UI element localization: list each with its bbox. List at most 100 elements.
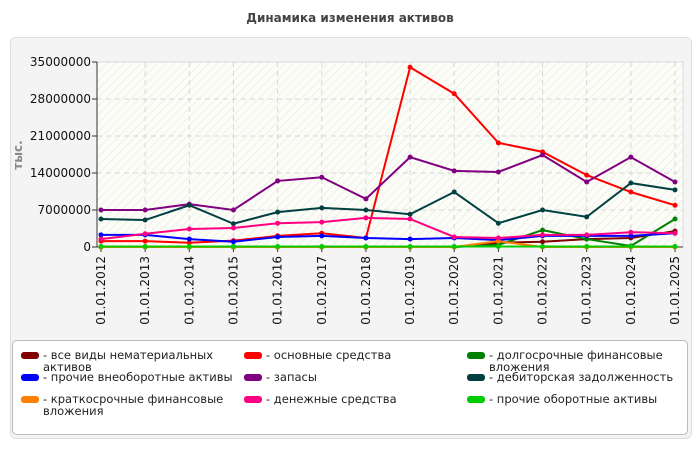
data-point [540, 227, 546, 233]
legend-swatch [467, 374, 485, 381]
series-line [98, 215, 678, 242]
data-point [186, 243, 192, 249]
data-point [186, 236, 192, 242]
x-tick-label: 01.01.2012 [94, 256, 108, 325]
legend-swatch [21, 352, 39, 359]
data-point [230, 243, 236, 249]
legend-label: - прочие оборотные активы [489, 392, 658, 406]
data-point [495, 140, 501, 146]
legend-item: - долгосрочные финансовые вложения [467, 349, 682, 373]
data-point [672, 216, 678, 222]
data-point [495, 243, 501, 249]
legend-label: - запасы [266, 370, 317, 384]
legend-item: - все виды нематериальных активов [21, 349, 236, 373]
data-point [363, 196, 369, 202]
y-tick-label: 21000000 [30, 129, 91, 143]
series-line [98, 180, 678, 227]
data-point [584, 214, 590, 220]
line-chart: тыс. 0 7000000 14000000 21000000 28000000 3500… [11, 55, 684, 325]
data-point [275, 243, 281, 249]
y-tick-label: 7000000 [38, 203, 91, 217]
data-point [584, 172, 590, 178]
data-point [628, 243, 634, 249]
data-point [407, 64, 413, 70]
legend-swatch [244, 352, 262, 359]
data-point [672, 202, 678, 208]
data-point [495, 169, 501, 175]
data-point [319, 219, 325, 225]
x-tick-label: 01.01.2023 [580, 256, 594, 325]
legend-swatch [244, 374, 262, 381]
legend-swatch [21, 396, 39, 403]
legend-label: - долгосрочные финансовые вложения [489, 348, 663, 374]
data-point [584, 232, 590, 238]
legend-swatch [21, 374, 39, 381]
data-point [230, 239, 236, 245]
data-point [142, 243, 148, 249]
x-tick-label: 01.01.2020 [447, 256, 461, 325]
legend-label: - денежные средства [266, 392, 397, 406]
data-point [230, 221, 236, 227]
data-point [451, 91, 457, 97]
data-point [142, 231, 148, 237]
data-point [142, 207, 148, 213]
legend-item: - прочие оборотные активы [467, 393, 682, 405]
legend-item: - дебиторская задолженность [467, 371, 682, 383]
data-point [275, 178, 281, 184]
x-tick-label: 01.01.2016 [271, 256, 285, 325]
y-tick-label: 14000000 [30, 166, 91, 180]
x-tick-label: 01.01.2014 [182, 256, 196, 325]
x-tick-label: 01.01.2017 [315, 256, 329, 325]
data-point [628, 229, 634, 235]
legend-item: - денежные средства [244, 393, 459, 405]
data-point [628, 180, 634, 186]
data-point [495, 220, 501, 226]
legend-item: - краткосрочные финансовые вложения [21, 393, 236, 417]
data-point [540, 239, 546, 245]
data-point [407, 211, 413, 217]
data-point [540, 243, 546, 249]
data-point [275, 209, 281, 215]
chart-title: Динамика изменения активов [246, 11, 454, 25]
x-tick-label: 01.01.2021 [491, 256, 505, 325]
data-point [451, 189, 457, 195]
data-point [540, 152, 546, 158]
data-point [407, 236, 413, 242]
data-point [584, 243, 590, 249]
data-point [407, 154, 413, 160]
y-tick-label: 0 [83, 240, 91, 254]
data-point [540, 232, 546, 238]
data-point [186, 226, 192, 232]
data-point [628, 189, 634, 195]
x-tick-label: 01.01.2013 [138, 256, 152, 325]
x-tick-label: 01.01.2018 [359, 256, 373, 325]
data-point [407, 243, 413, 249]
data-point [319, 243, 325, 249]
legend-item: - основные средства [244, 349, 459, 361]
data-point [275, 220, 281, 226]
legend-label: - основные средства [266, 348, 392, 362]
data-point [230, 225, 236, 231]
legend-swatch [467, 352, 485, 359]
data-point [407, 216, 413, 222]
data-point [319, 233, 325, 239]
legend: - все виды нематериальных активов - основ… [12, 340, 688, 435]
data-point [319, 205, 325, 211]
data-point [672, 179, 678, 185]
data-point [142, 217, 148, 223]
data-point [230, 207, 236, 213]
data-point [142, 238, 148, 244]
x-tick-label: 01.01.2022 [536, 256, 550, 325]
data-point [319, 174, 325, 180]
x-tick-label: 01.01.2019 [403, 256, 417, 325]
data-point [495, 235, 501, 241]
series-line [98, 243, 678, 249]
legend-label: - все виды нематериальных активов [43, 348, 214, 374]
data-point [98, 232, 104, 238]
legend-label: - краткосрочные финансовые вложения [43, 392, 224, 418]
series-line [98, 152, 678, 213]
data-point [451, 243, 457, 249]
data-point [275, 234, 281, 240]
data-point [98, 243, 104, 249]
x-tick-label: 01.01.2025 [668, 256, 682, 325]
